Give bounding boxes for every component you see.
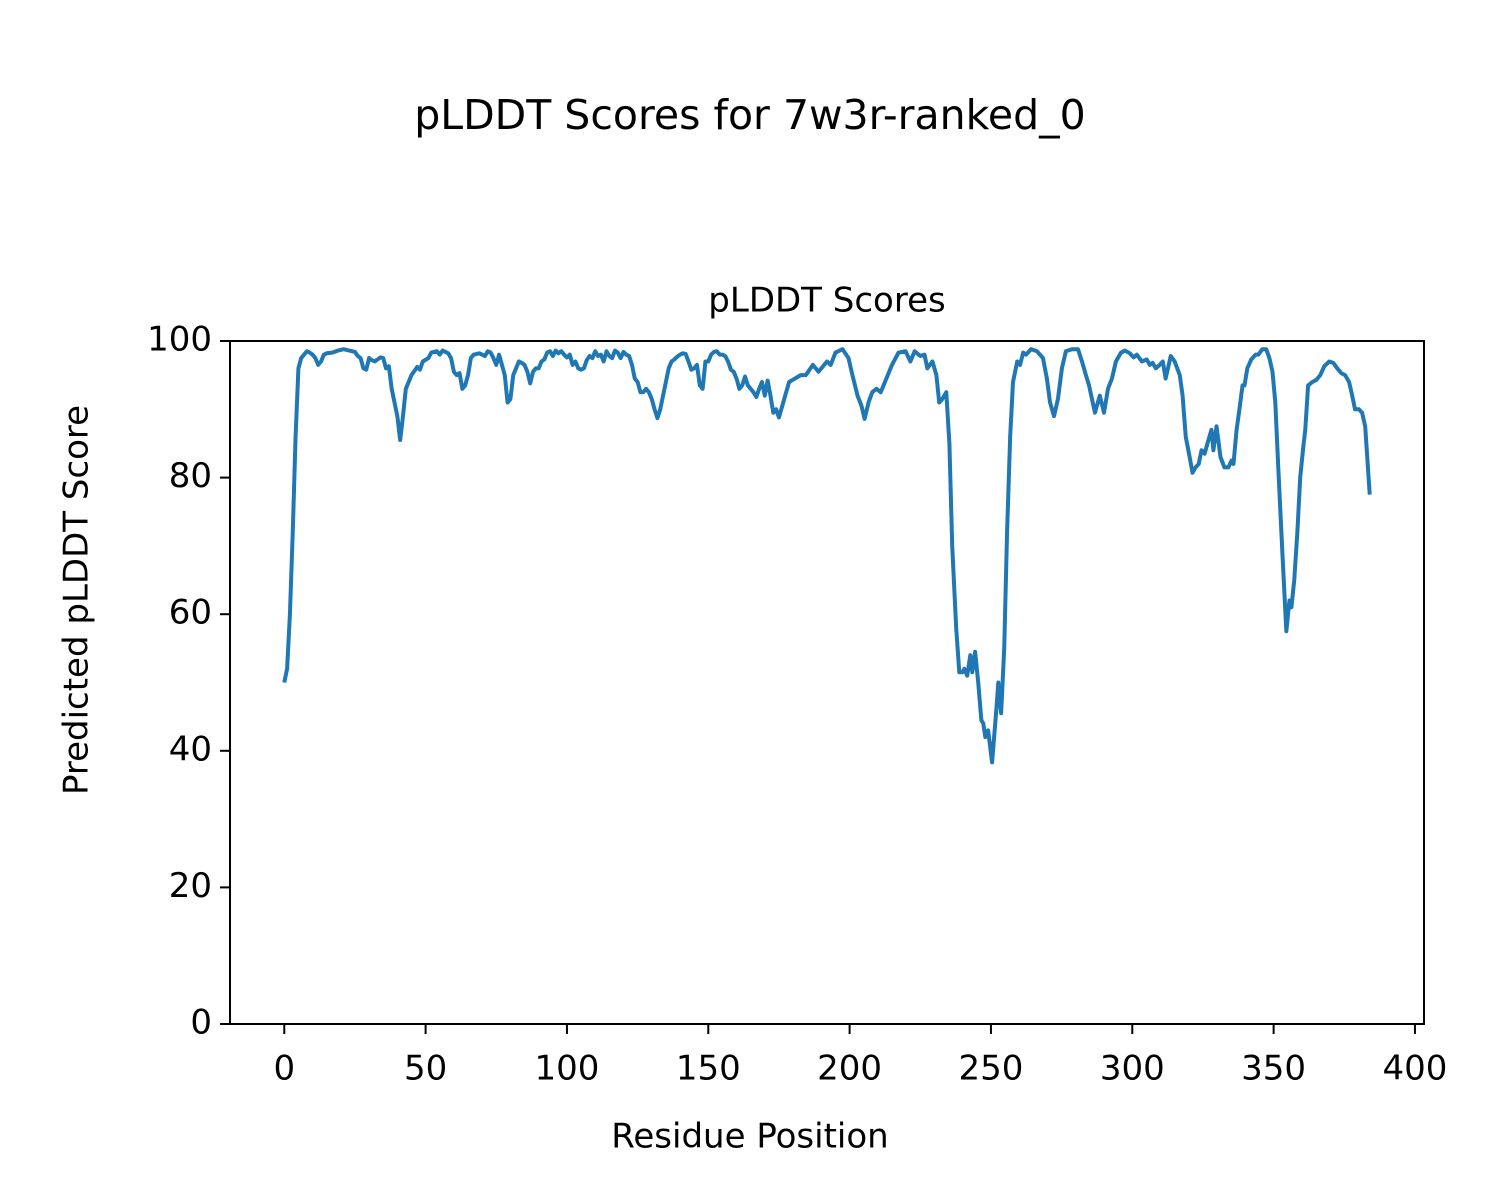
x-tick-label: 350: [1241, 1049, 1306, 1089]
data-line: [282, 347, 1372, 765]
x-tick-label: 300: [1100, 1049, 1165, 1089]
x-tick-label: 200: [817, 1049, 882, 1089]
x-axis-label: Residue Position: [611, 1117, 888, 1157]
y-axis-label: Predicted pLDDT Score: [57, 405, 97, 795]
figure-title: pLDDT Scores for 7w3r-ranked_0: [414, 91, 1086, 139]
y-tick-label: 40: [169, 729, 212, 769]
x-tick-label: 250: [958, 1049, 1023, 1089]
x-tick-label: 0: [273, 1049, 295, 1089]
plot-frame: [229, 340, 1425, 1025]
y-tick-label: 100: [147, 320, 212, 360]
axes-title: pLDDT Scores: [708, 281, 945, 321]
x-tick-label: 400: [1383, 1049, 1448, 1089]
y-tick-label: 0: [190, 1003, 212, 1043]
y-tick-label: 20: [169, 866, 212, 906]
y-tick-label: 80: [169, 456, 212, 496]
x-tick-label: 150: [676, 1049, 741, 1089]
y-tick-label: 60: [169, 593, 212, 633]
x-tick-label: 100: [534, 1049, 599, 1089]
x-tick-label: 50: [404, 1049, 447, 1089]
